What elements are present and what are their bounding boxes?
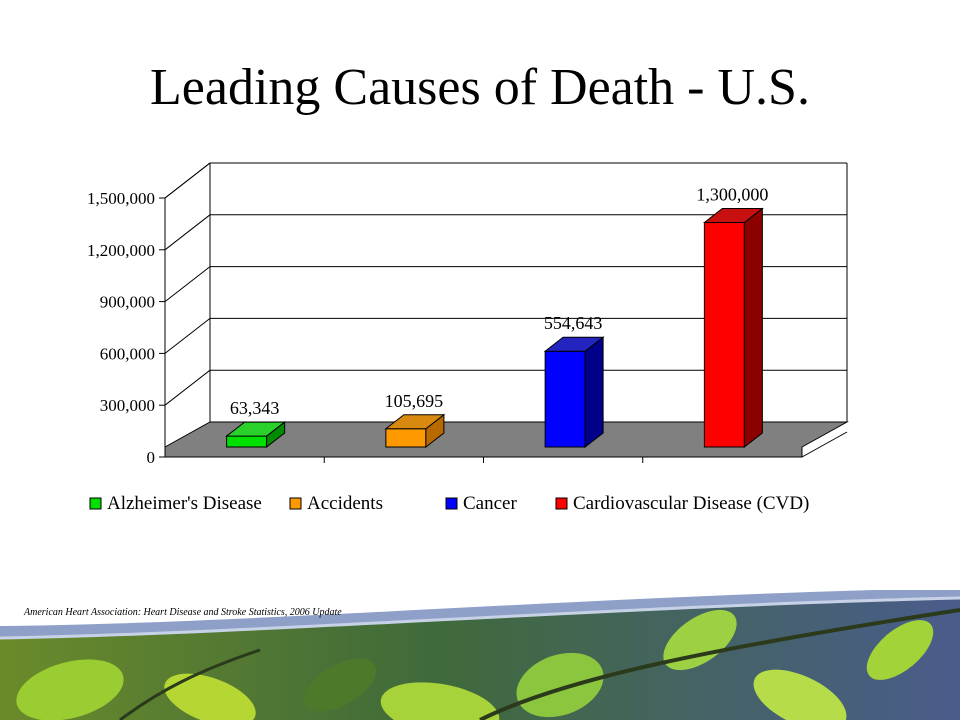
gridline-side [164, 369, 211, 406]
bar-front [544, 350, 586, 448]
gridline-side [164, 266, 211, 302]
y-tick-label: 900,000 [100, 293, 155, 312]
data-label: 1,300,000 [696, 185, 768, 205]
bar-top [384, 414, 446, 430]
bar-front [385, 428, 427, 448]
x-axis-depth [801, 431, 848, 458]
bar-front [226, 435, 268, 448]
source-citation: American Heart Association: Heart Diseas… [24, 607, 342, 618]
gridline-side [164, 318, 211, 354]
legend-label: Accidents [307, 493, 383, 514]
legend-swatch [289, 497, 302, 510]
y-tick-label: 600,000 [100, 344, 155, 363]
y-axis-top [164, 162, 211, 199]
legend-swatch [445, 497, 458, 510]
legend-label: Cancer [463, 493, 517, 514]
y-tick-label: 1,200,000 [87, 241, 155, 260]
bar-side [743, 207, 763, 449]
bar-top [543, 336, 605, 352]
bar-side [584, 336, 604, 449]
bar-top [225, 421, 287, 437]
bar-chart: 0 300,000 600,000 900,000 1,200,000 1,500,000… [87, 162, 849, 514]
bar-top [702, 208, 764, 224]
slide-title: Leading Causes of Death - U.S. [150, 59, 810, 116]
data-label: 63,343 [230, 398, 280, 418]
y-tick-label: 300,000 [100, 396, 155, 415]
data-label: 554,643 [544, 313, 603, 333]
legend-label: Alzheimer's Disease [107, 493, 262, 514]
legend-label: Cardiovascular Disease (CVD) [573, 493, 809, 514]
gridline-side [164, 214, 211, 251]
legend-swatch [89, 497, 102, 510]
data-label: 105,695 [385, 391, 444, 411]
leaf-footer-image [0, 590, 960, 720]
bar-front [703, 222, 745, 448]
y-tick-label: 0 [147, 448, 156, 467]
legend-swatch [555, 497, 568, 510]
y-tick-label: 1,500,000 [87, 189, 155, 208]
